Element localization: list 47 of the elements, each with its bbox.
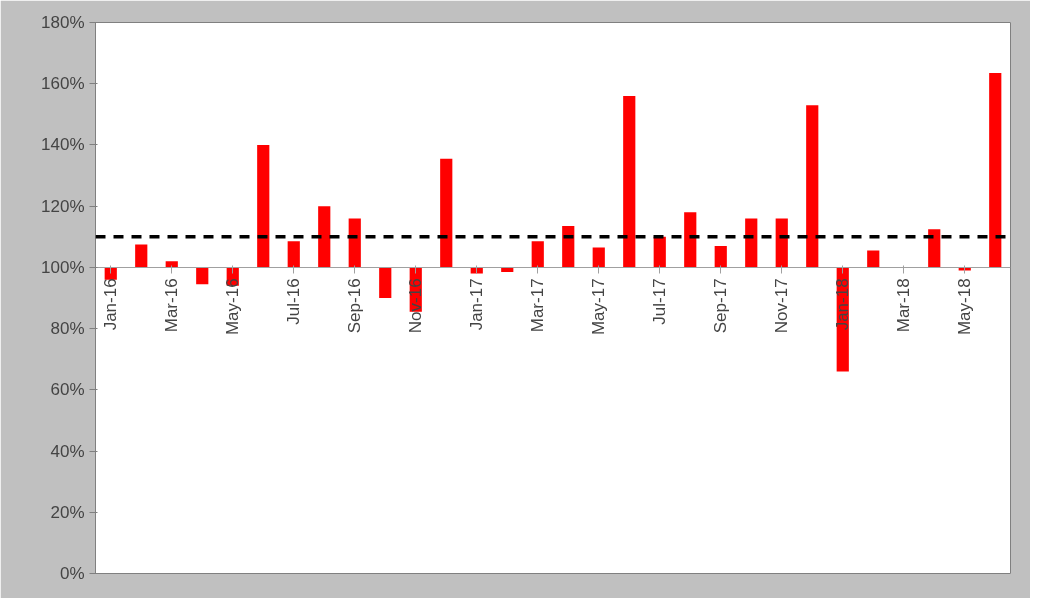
- bar: [989, 73, 1002, 268]
- x-tick-label: Mar-16: [162, 278, 182, 333]
- x-tick-label: Jul-17: [650, 278, 670, 325]
- bar: [653, 236, 666, 268]
- x-tick-label: Jul-16: [284, 278, 304, 325]
- bar: [806, 105, 819, 268]
- y-tick-label: 160%: [41, 74, 85, 94]
- bar: [135, 244, 148, 268]
- bar: [867, 250, 880, 268]
- x-tick-label: Nov-16: [406, 278, 426, 334]
- x-tick-label: May-18: [955, 278, 975, 336]
- x-tick-label: May-16: [223, 278, 243, 336]
- x-tick-label: May-17: [589, 278, 609, 336]
- bar: [287, 241, 300, 268]
- y-tick-label: 120%: [41, 196, 85, 216]
- bar: [257, 144, 270, 268]
- bar: [928, 229, 941, 268]
- x-tick-label: Jan-16: [101, 278, 121, 331]
- x-tick-label: Jan-18: [833, 278, 853, 331]
- y-tick-label: 80%: [50, 319, 85, 339]
- bar: [348, 218, 361, 268]
- x-tick-label: Jan-17: [467, 278, 487, 331]
- x-tick-label: Mar-17: [528, 278, 548, 333]
- y-tick-label: 0%: [59, 564, 85, 583]
- x-tick-label: Mar-18: [894, 278, 914, 333]
- bar: [684, 212, 697, 268]
- x-tick-label: Sep-17: [711, 278, 731, 334]
- y-tick-label: 40%: [50, 441, 85, 461]
- bar: [379, 267, 392, 298]
- bar: [745, 218, 758, 268]
- bar: [531, 241, 544, 268]
- bar: [165, 261, 178, 268]
- y-tick-label: 180%: [41, 13, 85, 32]
- bar: [318, 206, 331, 268]
- x-tick-label: Sep-16: [345, 278, 365, 334]
- x-tick-label: Nov-17: [772, 278, 792, 334]
- bar: [714, 245, 727, 268]
- y-tick-label: 100%: [41, 257, 85, 277]
- y-tick-label: 60%: [50, 380, 85, 400]
- bar: [440, 158, 453, 268]
- y-tick-label: 140%: [41, 135, 85, 155]
- bar: [196, 267, 209, 285]
- bar: [592, 247, 605, 268]
- bar: [623, 95, 636, 268]
- bar: [562, 226, 575, 268]
- y-tick-label: 20%: [50, 502, 85, 522]
- bar: [775, 218, 788, 268]
